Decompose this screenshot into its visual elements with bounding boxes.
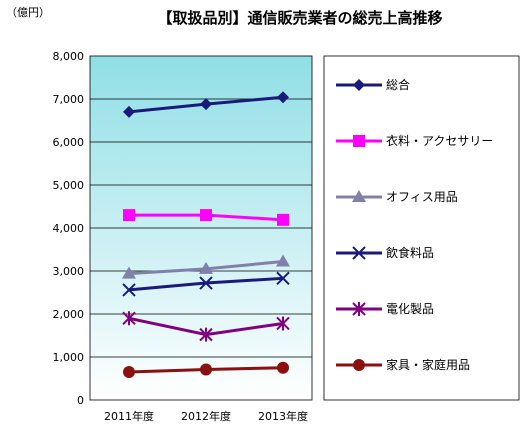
y-tick-label: 3,000 xyxy=(53,265,85,278)
data-point xyxy=(123,105,135,118)
legend-marker xyxy=(353,135,365,147)
y-tick-label: 1,000 xyxy=(53,351,85,364)
series-1 xyxy=(123,209,289,226)
x-axis-ticks: 2011年度 2012年度 2013年度 xyxy=(104,409,308,423)
legend-marker xyxy=(352,302,366,316)
data-point xyxy=(123,366,135,379)
y-tick-label: 4,000 xyxy=(53,222,85,235)
chart-title: 【取扱品別】通信販売業者の総売上高推移 xyxy=(157,9,442,27)
y-unit-label: （億円） xyxy=(6,6,50,19)
data-point xyxy=(122,311,136,326)
data-point xyxy=(122,266,136,279)
legend-label: 総合 xyxy=(386,77,410,92)
x-tick-label: 2012年度 xyxy=(181,409,231,423)
legend-box xyxy=(323,55,520,401)
data-point xyxy=(199,327,213,342)
y-axis-ticks: 0 1,000 2,000 3,000 4,000 5,000 6,000 7,000 8,00… xyxy=(53,50,85,407)
data-point xyxy=(276,316,290,331)
data-point xyxy=(199,276,213,290)
data-point xyxy=(200,209,212,222)
data-point xyxy=(277,213,289,226)
legend-marker xyxy=(352,190,366,202)
series-2 xyxy=(122,254,290,279)
legend-item: 飲食料品 xyxy=(336,245,434,260)
series-layer xyxy=(122,91,290,379)
data-point xyxy=(123,209,135,222)
legend-item: 衣料・アクセサリー xyxy=(336,133,493,148)
legend-item: 電化製品 xyxy=(336,302,434,316)
series-4 xyxy=(122,311,290,342)
legend-marker xyxy=(353,79,365,91)
data-point xyxy=(276,271,290,286)
y-tick-label: 2,000 xyxy=(53,308,85,321)
data-point xyxy=(199,261,213,274)
series-0 xyxy=(123,91,289,118)
legend-item: 総合 xyxy=(336,77,410,92)
legend-label: 電化製品 xyxy=(386,302,434,316)
data-point xyxy=(200,363,212,376)
series-5 xyxy=(123,361,289,379)
legend-label: 衣料・アクセサリー xyxy=(386,133,493,148)
legend-label: オフィス用品 xyxy=(386,190,458,204)
legend-item: オフィス用品 xyxy=(336,190,458,204)
data-point xyxy=(200,98,212,111)
legend-label: 家具・家庭用品 xyxy=(386,357,470,372)
legend-label: 飲食料品 xyxy=(386,245,434,260)
x-tick-label: 2013年度 xyxy=(258,409,308,423)
y-tick-label: 0 xyxy=(77,394,84,407)
y-tick-label: 6,000 xyxy=(53,136,85,149)
y-tick-label: 8,000 xyxy=(53,50,85,63)
legend-item: 家具・家庭用品 xyxy=(336,357,470,372)
x-tick-label: 2011年度 xyxy=(104,409,154,423)
y-tick-label: 5,000 xyxy=(53,179,85,192)
data-point xyxy=(276,254,290,267)
legend-marker xyxy=(352,246,366,260)
y-tick-label: 7,000 xyxy=(53,93,85,106)
data-point xyxy=(122,283,136,297)
data-point xyxy=(277,91,289,104)
series-3 xyxy=(122,271,290,297)
data-point xyxy=(277,361,289,374)
legend-marker xyxy=(353,359,365,371)
